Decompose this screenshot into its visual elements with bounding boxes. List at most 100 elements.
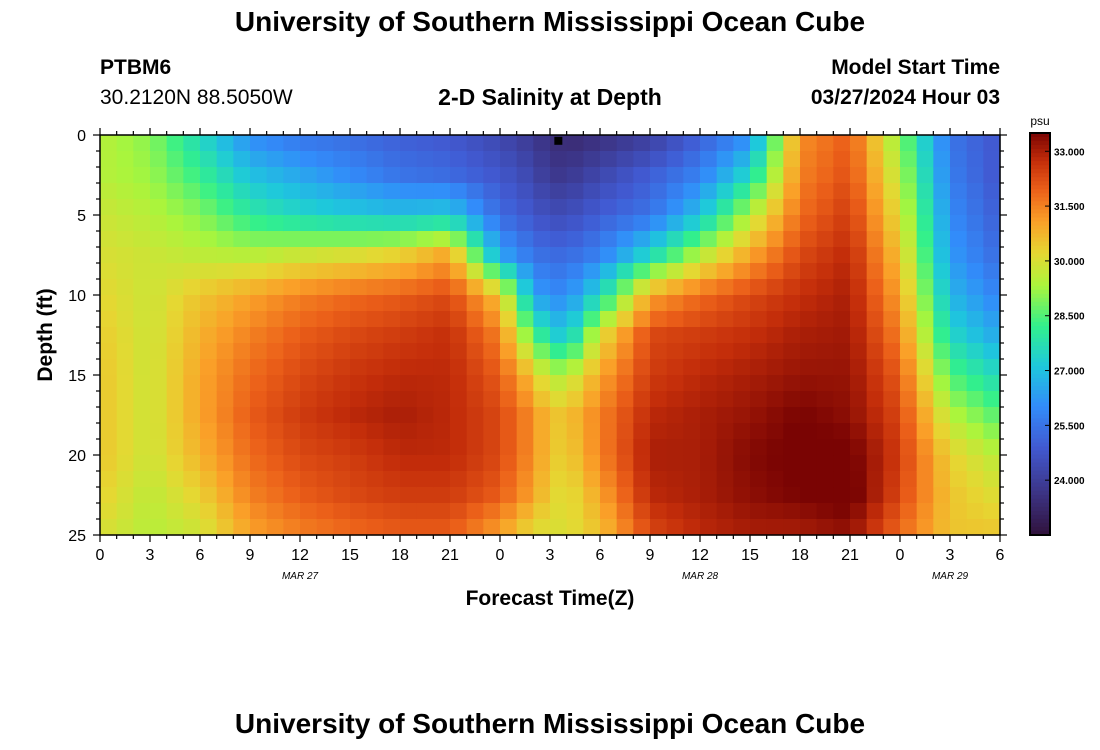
- heatmap-cell: [366, 391, 384, 408]
- heatmap-cell: [116, 503, 134, 520]
- heatmap-cell: [983, 487, 1001, 504]
- heatmap-cell: [416, 327, 434, 344]
- colorbar-segment: [1030, 342, 1050, 347]
- heatmap-cell: [183, 423, 201, 440]
- heatmap-cell: [833, 455, 851, 472]
- heatmap-cell: [100, 519, 118, 536]
- heatmap-cell: [516, 343, 534, 360]
- heatmap-cell: [416, 407, 434, 424]
- heatmap-cell: [350, 343, 368, 360]
- heatmap-cell: [250, 519, 268, 536]
- heatmap-cell: [900, 487, 918, 504]
- colorbar-segment: [1030, 329, 1050, 335]
- heatmap-cell: [516, 455, 534, 472]
- heatmap-cell: [766, 183, 784, 200]
- heatmap-cell: [683, 311, 701, 328]
- colorbar-segment: [1030, 197, 1050, 202]
- heatmap-cell: [533, 231, 551, 248]
- heatmap-cell: [400, 167, 418, 184]
- colorbar-segment: [1030, 321, 1050, 327]
- heatmap-cell: [266, 375, 284, 392]
- heatmap-cell: [350, 407, 368, 424]
- heatmap-cell: [366, 311, 384, 328]
- heatmap-cell: [600, 279, 618, 296]
- heatmap-cell: [650, 311, 668, 328]
- heatmap-cell: [300, 151, 318, 168]
- heatmap-cell: [250, 487, 268, 504]
- heatmap-cell: [983, 231, 1001, 248]
- heatmap-cell: [166, 151, 184, 168]
- heatmap-cell: [750, 311, 768, 328]
- heatmap-cell: [866, 279, 884, 296]
- heatmap-cell: [850, 487, 868, 504]
- heatmap-cell: [700, 247, 718, 264]
- heatmap-cell: [333, 359, 351, 376]
- heatmap-cell: [616, 455, 634, 472]
- heatmap-cell: [183, 455, 201, 472]
- heatmap-cell: [933, 279, 951, 296]
- heatmap-cell: [283, 167, 301, 184]
- heatmap-cell: [800, 199, 818, 216]
- heatmap-cell: [716, 183, 734, 200]
- heatmap-cell: [883, 471, 901, 488]
- heatmap-cell: [100, 263, 118, 280]
- heatmap-cells: [100, 135, 1001, 536]
- heatmap-cell: [600, 439, 618, 456]
- heatmap-cell: [200, 375, 218, 392]
- colorbar-segment: [1030, 265, 1050, 271]
- heatmap-cell: [366, 407, 384, 424]
- heatmap-cell: [200, 487, 218, 504]
- heatmap-cell: [100, 407, 118, 424]
- heatmap-cell: [450, 487, 468, 504]
- heatmap-cell: [400, 343, 418, 360]
- date-label: MAR 27: [282, 571, 319, 582]
- heatmap-cell: [750, 519, 768, 536]
- heatmap-cell: [783, 327, 801, 344]
- heatmap-cell: [316, 167, 334, 184]
- heatmap-cell: [683, 151, 701, 168]
- heatmap-cell: [850, 279, 868, 296]
- heatmap-cell: [583, 455, 601, 472]
- heatmap-cell: [700, 503, 718, 520]
- heatmap-cell: [433, 471, 451, 488]
- heatmap-cell: [583, 327, 601, 344]
- heatmap-cell: [183, 327, 201, 344]
- colorbar-segment: [1030, 185, 1050, 190]
- heatmap-cell: [933, 519, 951, 536]
- heatmap-cell: [283, 343, 301, 360]
- heatmap-cell: [483, 455, 501, 472]
- heatmap-cell: [450, 135, 468, 152]
- colorbar-segment: [1030, 390, 1050, 395]
- heatmap-cell: [550, 167, 568, 184]
- heatmap-cell: [266, 455, 284, 472]
- heatmap-cell: [883, 183, 901, 200]
- heatmap-cell: [866, 215, 884, 232]
- heatmap-cell: [233, 135, 251, 152]
- heatmap-cell: [683, 247, 701, 264]
- heatmap-cell: [550, 231, 568, 248]
- heatmap-cell: [750, 343, 768, 360]
- heatmap-cell: [250, 503, 268, 520]
- heatmap-cell: [716, 375, 734, 392]
- heatmap-cell: [666, 359, 684, 376]
- heatmap-cell: [383, 183, 401, 200]
- colorbar-segment: [1030, 494, 1050, 500]
- heatmap-cell: [366, 487, 384, 504]
- heatmap-cell: [433, 183, 451, 200]
- heatmap-cell: [816, 455, 834, 472]
- heatmap-cell: [216, 311, 234, 328]
- colorbar-segment: [1030, 334, 1050, 339]
- heatmap-cell: [900, 375, 918, 392]
- y-tick-label: 0: [77, 128, 86, 145]
- heatmap-cell: [900, 167, 918, 184]
- heatmap-cell: [950, 471, 968, 488]
- heatmap-cell: [216, 423, 234, 440]
- heatmap-cell: [433, 359, 451, 376]
- colorbar-segment: [1030, 157, 1050, 162]
- heatmap-cell: [250, 343, 268, 360]
- heatmap-cell: [266, 391, 284, 408]
- heatmap-cell: [650, 135, 668, 152]
- heatmap-cell: [966, 327, 984, 344]
- heatmap-cell: [616, 167, 634, 184]
- heatmap-cell: [266, 151, 284, 168]
